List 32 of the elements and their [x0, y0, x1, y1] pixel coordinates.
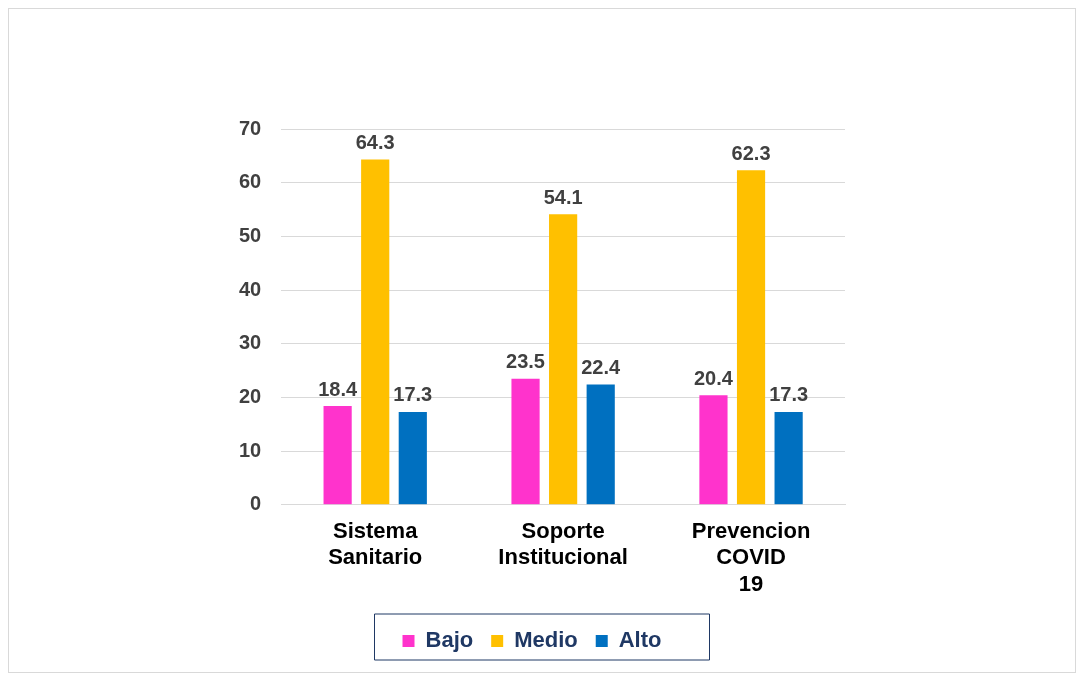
data-label: 54.1	[543, 185, 583, 208]
data-label: 64.3	[355, 131, 395, 154]
data-label: 62.3	[731, 141, 771, 164]
bar	[511, 378, 540, 505]
y-tick-label: 70	[239, 116, 262, 139]
data-label: 17.3	[769, 383, 809, 406]
legend-label: Alto	[618, 627, 662, 653]
y-tick-label: 30	[239, 331, 262, 354]
data-label: 22.4	[581, 356, 622, 379]
y-tick-label: 40	[239, 277, 262, 300]
legend-label: Bajo	[425, 627, 474, 653]
data-label: 23.5	[506, 350, 546, 373]
x-tick-label: Prevencion COVID 19	[691, 518, 811, 596]
bar	[774, 411, 803, 505]
bar	[398, 411, 427, 505]
data-label: 17.3	[393, 383, 433, 406]
data-label: 20.4	[693, 366, 734, 389]
bar	[586, 384, 615, 505]
y-tick-label: 50	[239, 223, 262, 246]
data-label: 18.4	[318, 377, 358, 400]
y-tick-label: 10	[239, 438, 262, 461]
x-tick-label: Sistema Sanitario	[328, 518, 423, 570]
bar	[736, 170, 766, 505]
x-tick-label: Soporte Institucional	[498, 518, 628, 570]
y-tick-label: 60	[239, 170, 262, 193]
bar	[361, 159, 390, 505]
y-tick-label: 0	[250, 492, 262, 515]
legend-label: Medio	[514, 627, 578, 653]
bar	[699, 395, 728, 505]
bar	[323, 406, 352, 505]
bar	[549, 214, 578, 505]
y-tick-label: 20	[239, 384, 262, 407]
